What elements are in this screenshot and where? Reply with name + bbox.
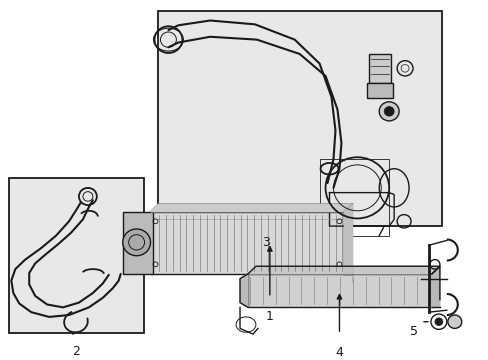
- Bar: [366, 83, 392, 98]
- Text: 1: 1: [265, 310, 273, 323]
- Circle shape: [434, 318, 442, 325]
- Bar: [9, 178, 143, 333]
- Bar: [247, 274, 431, 307]
- Polygon shape: [240, 274, 247, 307]
- Text: 2: 2: [72, 345, 80, 357]
- Bar: [368, 54, 390, 83]
- Bar: [319, 159, 388, 236]
- Text: 3: 3: [262, 236, 269, 249]
- Bar: [158, 11, 441, 226]
- Polygon shape: [431, 266, 439, 307]
- Circle shape: [122, 229, 150, 256]
- Polygon shape: [150, 204, 352, 212]
- Polygon shape: [247, 266, 439, 274]
- Polygon shape: [344, 204, 352, 274]
- Circle shape: [447, 315, 461, 328]
- Text: 5: 5: [409, 325, 417, 338]
- Circle shape: [379, 102, 398, 121]
- Bar: [122, 212, 152, 274]
- Circle shape: [384, 107, 393, 116]
- Bar: [150, 212, 344, 274]
- Text: 4: 4: [335, 346, 343, 359]
